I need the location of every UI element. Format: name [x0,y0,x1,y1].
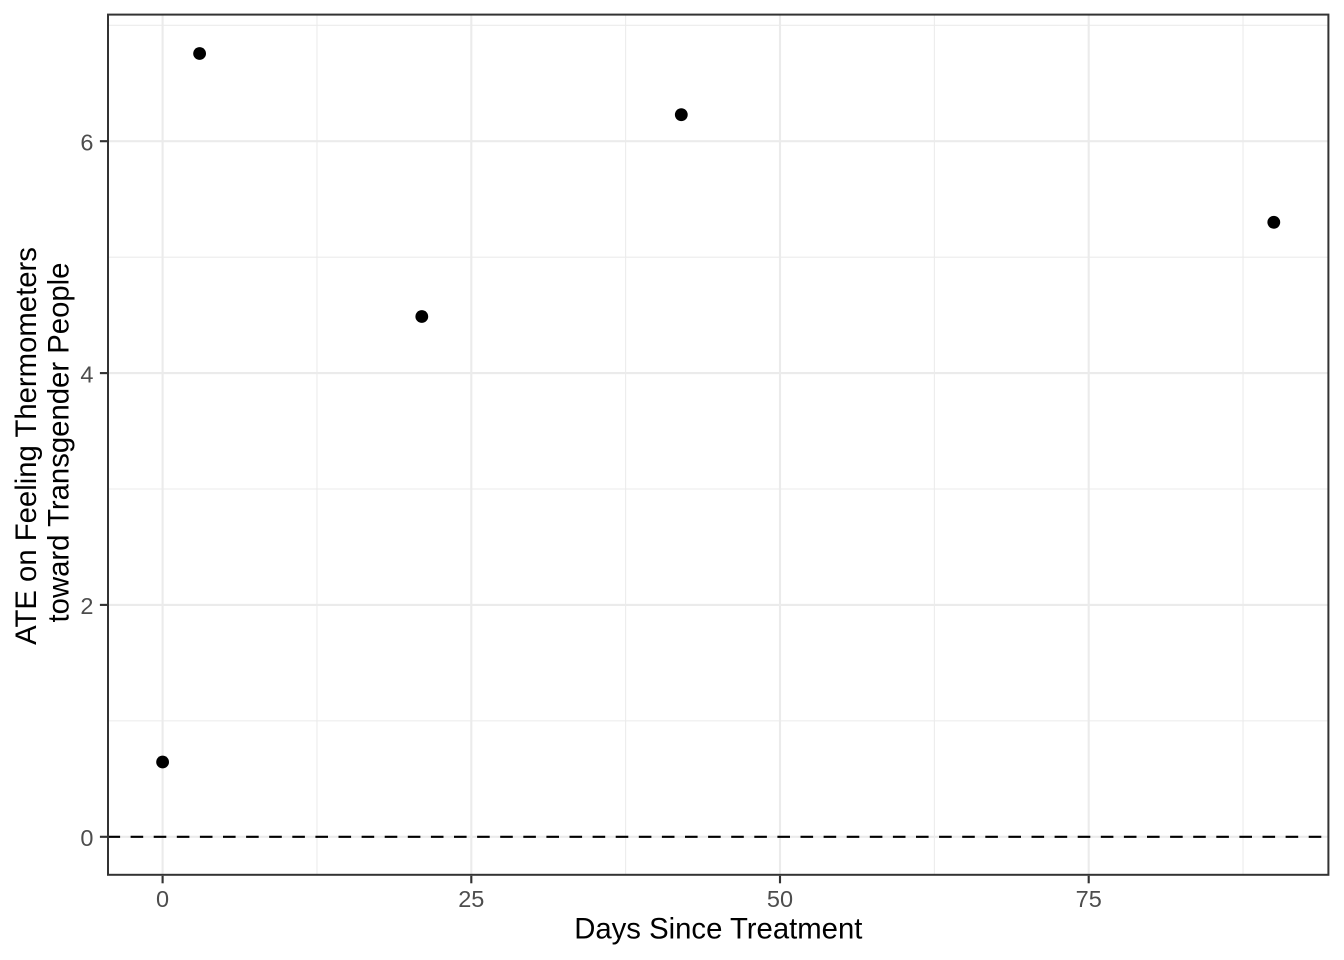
svg-text:toward Transgender People: toward Transgender People [42,263,75,623]
svg-text:25: 25 [458,886,484,912]
svg-text:4: 4 [80,361,93,387]
svg-text:6: 6 [80,129,93,155]
svg-text:75: 75 [1076,886,1102,912]
svg-text:Days Since Treatment: Days Since Treatment [574,913,862,946]
svg-text:ATE on Feeling Thermometers: ATE on Feeling Thermometers [10,247,43,645]
svg-text:2: 2 [80,593,93,619]
svg-text:0: 0 [80,825,93,851]
svg-text:50: 50 [767,886,793,912]
svg-text:0: 0 [156,886,169,912]
